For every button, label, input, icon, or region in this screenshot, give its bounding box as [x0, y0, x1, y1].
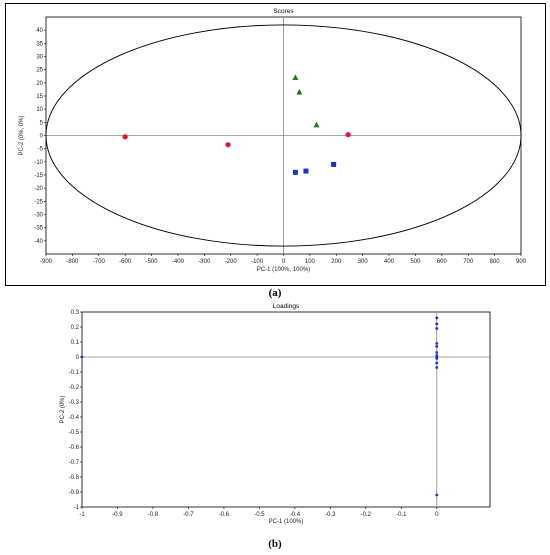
data-point	[435, 316, 439, 320]
x-tick-label: 600	[437, 259, 448, 265]
loadings-plot-panel: Loadings -1 -0.9 -0.8 -0.7 -0.6 -0.5 -0.4 -0.3 -0…	[60, 300, 500, 525]
data-point	[292, 169, 298, 175]
y-axis-label: PC-2 (0%, 0%)	[19, 115, 25, 155]
y-tick-label: -0.4	[69, 415, 80, 421]
x-tick-label: -200	[225, 259, 238, 265]
y-tick-label: -30	[34, 213, 43, 219]
y-tick-label: -40	[34, 239, 43, 245]
y-tick-label: 10	[36, 107, 43, 113]
x-tick-label: -700	[93, 259, 106, 265]
y-tick-label: 15	[36, 94, 43, 100]
data-point	[435, 327, 439, 330]
data-point	[292, 74, 299, 80]
data-point	[435, 361, 439, 365]
y-tick-label: -0.7	[69, 460, 80, 466]
y-tick-label: -0.1	[69, 370, 80, 376]
x-tick-label: -0.9	[112, 512, 123, 518]
y-tick-label: -0.5	[69, 430, 80, 436]
y-tick-label: -25	[34, 199, 43, 205]
x-tick-label: -500	[146, 259, 159, 265]
data-point	[122, 134, 128, 140]
x-tick-label: -1	[79, 512, 85, 518]
y-tick-label: 0	[76, 355, 80, 361]
x-axis-label: PC-1 (100%)	[269, 519, 304, 525]
y-tick-label: -0.8	[69, 475, 80, 481]
x-tick-label: -0.2	[361, 512, 372, 518]
x-tick-label: -0.5	[254, 512, 265, 518]
y-tick-label: -5	[38, 147, 44, 153]
caption-b: (b)	[268, 538, 282, 550]
y-tick-label: -0.3	[69, 400, 80, 406]
x-tick-label: 200	[331, 259, 342, 265]
y-tick-label: -10	[34, 160, 43, 166]
data-point	[225, 142, 231, 148]
y-tick-label: 0.1	[71, 340, 80, 346]
x-axis-label: PC-1 (100%, 100%)	[257, 267, 310, 273]
x-tick-label: 0	[282, 259, 286, 265]
loadings-plot: Loadings -1 -0.9 -0.8 -0.7 -0.6 -0.5 -0.4 -0.3 -0…	[60, 303, 491, 525]
data-point	[331, 161, 337, 167]
x-tick-label: 300	[358, 259, 369, 265]
x-tick-label: 700	[463, 259, 474, 265]
scores-plot-panel: Scores -900 -800 -700 -600 -500 -400 -300 -200 -1…	[5, 3, 546, 286]
y-tick-label: 5	[40, 120, 44, 126]
data-point	[313, 121, 320, 128]
x-tick-label: -0.6	[219, 512, 230, 518]
y-tick-label: 0.3	[71, 310, 80, 316]
data-point	[435, 345, 439, 348]
data-point	[435, 366, 439, 369]
y-tick-label: 25	[36, 68, 43, 74]
x-tick-label: -0.7	[183, 512, 194, 518]
x-tick-label: -400	[172, 259, 185, 265]
y-tick-label: 0	[40, 134, 44, 140]
x-tick-label: -600	[119, 259, 132, 265]
x-tick-label: -0.4	[290, 512, 301, 518]
x-tick-label: 900	[516, 259, 527, 265]
y-tick-label: -0.6	[69, 445, 80, 451]
x-tick-label: -0.3	[325, 512, 336, 518]
x-tick-label: 400	[384, 259, 395, 265]
y-tick-label: 30	[36, 55, 43, 61]
scores-plot: Scores-900 -800 -700 -600 -500 -400 -300 -200 -1…	[19, 8, 527, 273]
data-point	[303, 168, 309, 174]
y-tick-label: -0.2	[69, 385, 80, 391]
y-tick-label: -0.9	[69, 490, 80, 496]
chart-title: Scores	[273, 8, 294, 15]
plot-frame	[81, 311, 491, 508]
x-tick-label: 500	[410, 259, 421, 265]
y-tick-label: 0.2	[71, 325, 80, 331]
y-tick-label: 35	[36, 41, 43, 47]
x-tick-label: -0.8	[148, 512, 159, 518]
y-tick-label: -15	[34, 173, 43, 179]
caption-a: (a)	[268, 287, 282, 299]
chart-title: Loadings	[273, 303, 300, 310]
x-tick-label: 0	[435, 512, 439, 518]
data-point	[80, 355, 84, 359]
data-point	[435, 351, 439, 354]
x-tick-label: -0.1	[396, 512, 407, 518]
y-tick-label: -20	[34, 186, 43, 192]
data-point	[296, 88, 303, 95]
data-point	[435, 342, 439, 345]
y-axis-label: PC-2 (0%)	[60, 395, 66, 423]
data-point	[345, 132, 351, 138]
x-tick-label: -800	[66, 259, 79, 265]
y-tick-label: 40	[36, 28, 43, 34]
y-tick-label: 20	[36, 81, 43, 87]
x-tick-label: 100	[305, 259, 316, 265]
data-point	[435, 493, 439, 497]
x-tick-label: -100	[251, 259, 264, 265]
data-point	[435, 355, 439, 359]
x-tick-label: -300	[198, 259, 211, 265]
data-point	[435, 322, 439, 326]
y-tick-label: -1	[74, 505, 80, 511]
x-tick-label: 800	[490, 259, 501, 265]
x-tick-label: -900	[40, 259, 53, 265]
y-tick-label: -35	[34, 226, 43, 232]
